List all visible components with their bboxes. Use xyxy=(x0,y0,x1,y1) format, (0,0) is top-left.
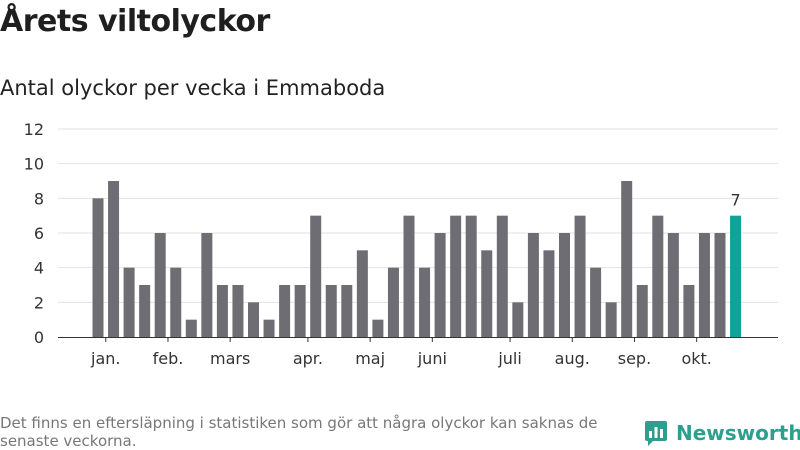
bar xyxy=(92,198,104,337)
bar xyxy=(714,233,726,337)
bar xyxy=(154,233,166,337)
x-tick-label: apr. xyxy=(293,349,323,368)
bar xyxy=(403,215,415,337)
bar xyxy=(574,215,586,337)
bar xyxy=(543,250,555,337)
bar xyxy=(636,285,648,337)
bar xyxy=(419,267,431,337)
bar xyxy=(310,215,322,337)
x-tick-label: jan. xyxy=(90,349,120,368)
x-tick-label: mars xyxy=(210,349,250,368)
x-tick-label: juni xyxy=(417,349,447,368)
bar xyxy=(139,285,151,337)
bar xyxy=(201,233,213,337)
bar xyxy=(465,215,477,337)
bar xyxy=(232,285,244,337)
bar xyxy=(341,285,353,337)
bar xyxy=(325,285,337,337)
brand-logo[interactable]: Newsworthy xyxy=(644,418,800,448)
bar xyxy=(450,215,462,337)
bar xyxy=(170,267,182,337)
x-tick-label: aug. xyxy=(555,349,590,368)
bar xyxy=(248,302,259,337)
highlight-bar xyxy=(730,215,742,337)
data-label: 7 xyxy=(730,191,740,210)
bar xyxy=(605,302,617,337)
footnote: Det finns en eftersläpning i statistiken… xyxy=(0,414,598,450)
y-tick-label: 6 xyxy=(34,224,44,243)
y-tick-label: 4 xyxy=(34,259,44,278)
y-tick-label: 2 xyxy=(34,293,44,312)
y-tick-label: 0 xyxy=(34,328,44,347)
bar xyxy=(294,285,306,337)
bar xyxy=(481,250,493,337)
chart-subtitle: Antal olyckor per vecka i Emmaboda xyxy=(0,76,386,100)
bar xyxy=(185,319,197,337)
bar-chart-logo-icon xyxy=(645,421,667,446)
x-tick-label: feb. xyxy=(153,349,184,368)
x-tick-label: sep. xyxy=(618,349,651,368)
bar xyxy=(496,215,508,337)
y-tick-label: 8 xyxy=(34,189,44,208)
bar xyxy=(356,250,368,337)
bar xyxy=(652,215,664,337)
bar xyxy=(698,233,710,337)
bar xyxy=(108,181,120,337)
x-tick-label: maj xyxy=(355,349,385,368)
bar xyxy=(279,285,291,337)
bar xyxy=(387,267,399,337)
bar-chart: 0 2 4 6 8 10 12 7 jan. feb. mars apr. maj juni juli aug… xyxy=(24,120,778,368)
brand-name: Newsworthy xyxy=(676,421,800,445)
bar xyxy=(216,285,228,337)
chart-title: Årets viltolyckor xyxy=(0,4,270,39)
bar xyxy=(434,233,446,337)
bar xyxy=(123,267,135,337)
x-tick-label: juli xyxy=(497,349,521,368)
bar xyxy=(263,319,275,337)
bar xyxy=(527,233,539,337)
bar xyxy=(590,267,602,337)
bar xyxy=(667,233,679,337)
bar xyxy=(372,319,384,337)
bar xyxy=(621,181,633,337)
y-tick-label: 10 xyxy=(24,155,44,174)
bar xyxy=(559,233,570,337)
y-tick-label: 12 xyxy=(24,120,44,139)
bar xyxy=(512,302,524,337)
x-tick-label: okt. xyxy=(681,349,711,368)
bar xyxy=(683,285,695,337)
